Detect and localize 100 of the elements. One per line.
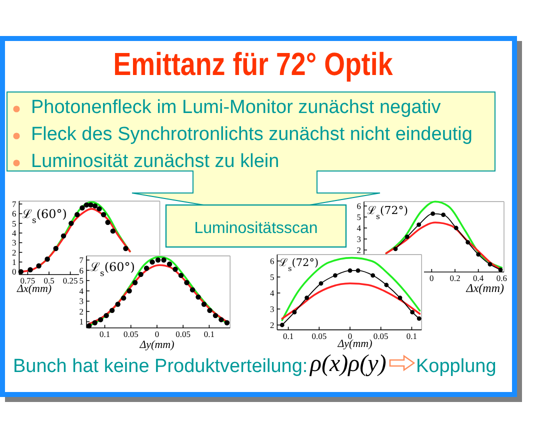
point [144,266,150,271]
point [105,220,110,225]
x-tick-label: 0.25 [62,276,78,286]
y-tick-label: 7 [12,199,16,209]
y-axis-title: ℒ$_{s}$(60°) [22,207,67,225]
y-tick-label: 5 [356,212,361,222]
point [53,246,58,252]
point [218,317,224,322]
x-tick-label: 0.1 [204,328,215,339]
y-tick-label: 5 [12,218,16,228]
point [126,288,132,294]
y-tick-label: 6 [270,256,274,266]
point [109,308,115,314]
point [110,228,116,234]
point [488,262,492,266]
text: Emittanz für 72° Optik [113,46,394,83]
x-tick-label: 0.05 [176,328,191,339]
text: Kopplung [416,356,496,377]
point [44,256,50,262]
point [36,263,42,268]
x-tick-label: 0.6 [496,273,507,283]
point [98,317,104,322]
line-series [281,256,421,322]
point [172,266,178,272]
point [96,206,102,212]
x-tick-label: 0.1 [406,330,418,341]
point [207,308,212,314]
y-tick-label: 2 [270,320,274,330]
x-axis-title: Δy(mm) [138,339,175,351]
point [166,262,172,267]
x-tick-label: 0.05 [123,328,138,339]
point [441,212,446,217]
point [74,212,80,218]
point [333,273,338,278]
y-tick-label: 4 [12,228,17,238]
point [398,296,402,300]
point [416,316,422,321]
y-tick-label: 3 [356,234,361,244]
y-tick-label: 2 [356,245,361,255]
y-axis-title: ℒ$_{s}$(72°) [279,257,319,272]
x-tick-label: 0.2 [450,273,460,283]
text: Luminositätsscan [194,220,318,237]
point [304,296,310,300]
point [184,280,190,286]
point [318,281,324,286]
point [280,322,284,328]
point [150,259,155,265]
text: Bunch hat keine Produktverteilung: [13,356,308,377]
point [201,302,207,307]
x-tick-label: 0.1 [99,328,110,339]
y-tick-label: 3 [79,296,84,306]
x-axis-title: Δy(mm) [336,338,373,350]
point [384,282,389,288]
point [212,312,218,318]
text: Luminosität zunächst zu klein [31,151,280,172]
point [393,246,398,252]
x-axis-title: Δx(mm) [465,281,504,295]
y-tick-label: 6 [356,201,361,211]
y-tick-label: 7 [79,255,84,266]
y-tick-label: 4 [79,286,84,296]
y-tick-label: 6 [79,265,84,276]
text: ρ(x)ρ(y) [309,351,386,377]
y-tick-label: 4 [270,288,275,298]
y-tick-label: 6 [12,208,16,219]
point [404,234,410,239]
y-tick-label: 2 [12,247,16,258]
point [132,280,138,286]
point [86,323,92,328]
point [348,268,352,273]
point [92,320,98,326]
point [123,246,128,252]
y-axis-title: ℒ$_{s}$(72°) [367,204,408,220]
x-tick-label: 0 [154,328,160,339]
point [190,287,196,292]
point [370,273,376,278]
point [430,212,436,216]
x-tick-label: 0 [430,273,434,283]
point [155,257,161,263]
line-series [281,282,421,320]
point [196,294,201,300]
point [224,320,230,326]
y-tick-label: 5 [79,276,84,286]
point [178,272,184,278]
text: Fleck des Synchrotronlichts zunächst nicht eindeutig [31,124,472,145]
y-axis-title: ℒ$_{s}$(60°) [90,260,135,278]
point [92,203,98,209]
x-tick-label: 0.4 [473,273,484,283]
point [120,295,126,301]
point [84,202,90,208]
point [104,312,109,318]
text: Photonenfleck im Lumi-Monitor zunächst negativ [31,97,442,118]
point [68,220,74,226]
x-tick-label: 0.75 [20,276,36,286]
x-tick-label: 0.5 [44,276,54,286]
point [100,212,106,218]
point [115,302,120,307]
point [476,252,481,257]
point [454,226,458,230]
x-tick-label: 0.05 [312,330,327,341]
point [80,205,85,210]
